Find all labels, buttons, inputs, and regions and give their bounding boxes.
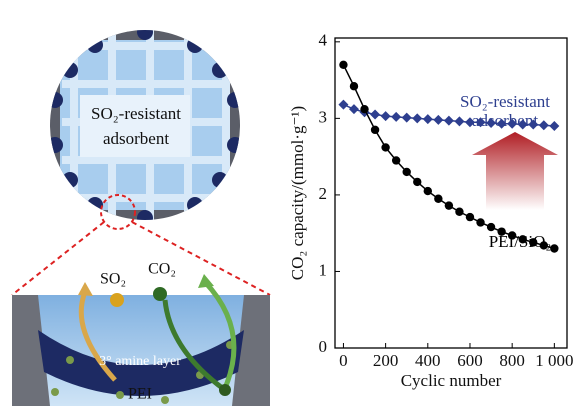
layer-label: 3° amine layer xyxy=(99,354,181,369)
point xyxy=(413,178,421,186)
point xyxy=(455,208,463,216)
point xyxy=(391,112,401,122)
x-tick-label: 0 xyxy=(339,351,348,370)
x-tick-label: 600 xyxy=(457,351,483,370)
point xyxy=(392,156,400,164)
chart: 0 1 2 3 4 0 200 400 600 800 1 000 Cyclic number CO₂ … xyxy=(288,31,574,390)
canvas: SO₂-resistant adsorbent SO₂ CO₂ 3° amine… xyxy=(0,0,585,406)
point xyxy=(360,105,368,113)
point xyxy=(412,113,422,123)
y-tick-label: 1 xyxy=(319,260,328,279)
point xyxy=(476,218,484,226)
x-tick-label: 1 000 xyxy=(535,351,573,370)
series-label: PEI/SiO₂ xyxy=(470,232,570,251)
point xyxy=(370,110,380,120)
figure: SO₂-resistant adsorbent SO₂ CO₂ 3° amine… xyxy=(0,0,585,406)
support-label: PEI xyxy=(128,386,152,403)
y-axis-label: CO₂ capacity/(mmol·g⁻¹) xyxy=(288,106,307,280)
point xyxy=(424,187,432,195)
particle-label: adsorbent xyxy=(103,129,169,148)
y-tick-label: 3 xyxy=(319,107,328,126)
series-label: SO₂-resistant adsorbent xyxy=(440,92,570,130)
point xyxy=(423,114,433,124)
y-tick-label: 2 xyxy=(319,184,328,203)
point xyxy=(487,223,495,231)
trend-arrow xyxy=(472,132,558,210)
point xyxy=(402,113,412,123)
gas-label: SO₂ xyxy=(100,271,126,288)
x-tick-label: 200 xyxy=(373,351,399,370)
point xyxy=(371,126,379,134)
x-axis-label: Cyclic number xyxy=(401,371,502,390)
point xyxy=(338,100,348,110)
point xyxy=(434,195,442,203)
y-tick-label: 4 xyxy=(319,31,328,50)
point xyxy=(445,201,453,209)
y-tick-label: 0 xyxy=(319,337,328,356)
particle xyxy=(12,24,270,295)
point xyxy=(349,104,359,114)
point xyxy=(339,61,347,69)
gas-label: CO₂ xyxy=(148,261,176,278)
point xyxy=(381,111,391,121)
point xyxy=(403,168,411,176)
x-tick-label: 400 xyxy=(415,351,441,370)
point xyxy=(466,213,474,221)
point xyxy=(350,82,358,90)
x-tick-label: 800 xyxy=(499,351,525,370)
point xyxy=(381,143,389,151)
particle-label: SO₂-resistant xyxy=(91,104,181,123)
